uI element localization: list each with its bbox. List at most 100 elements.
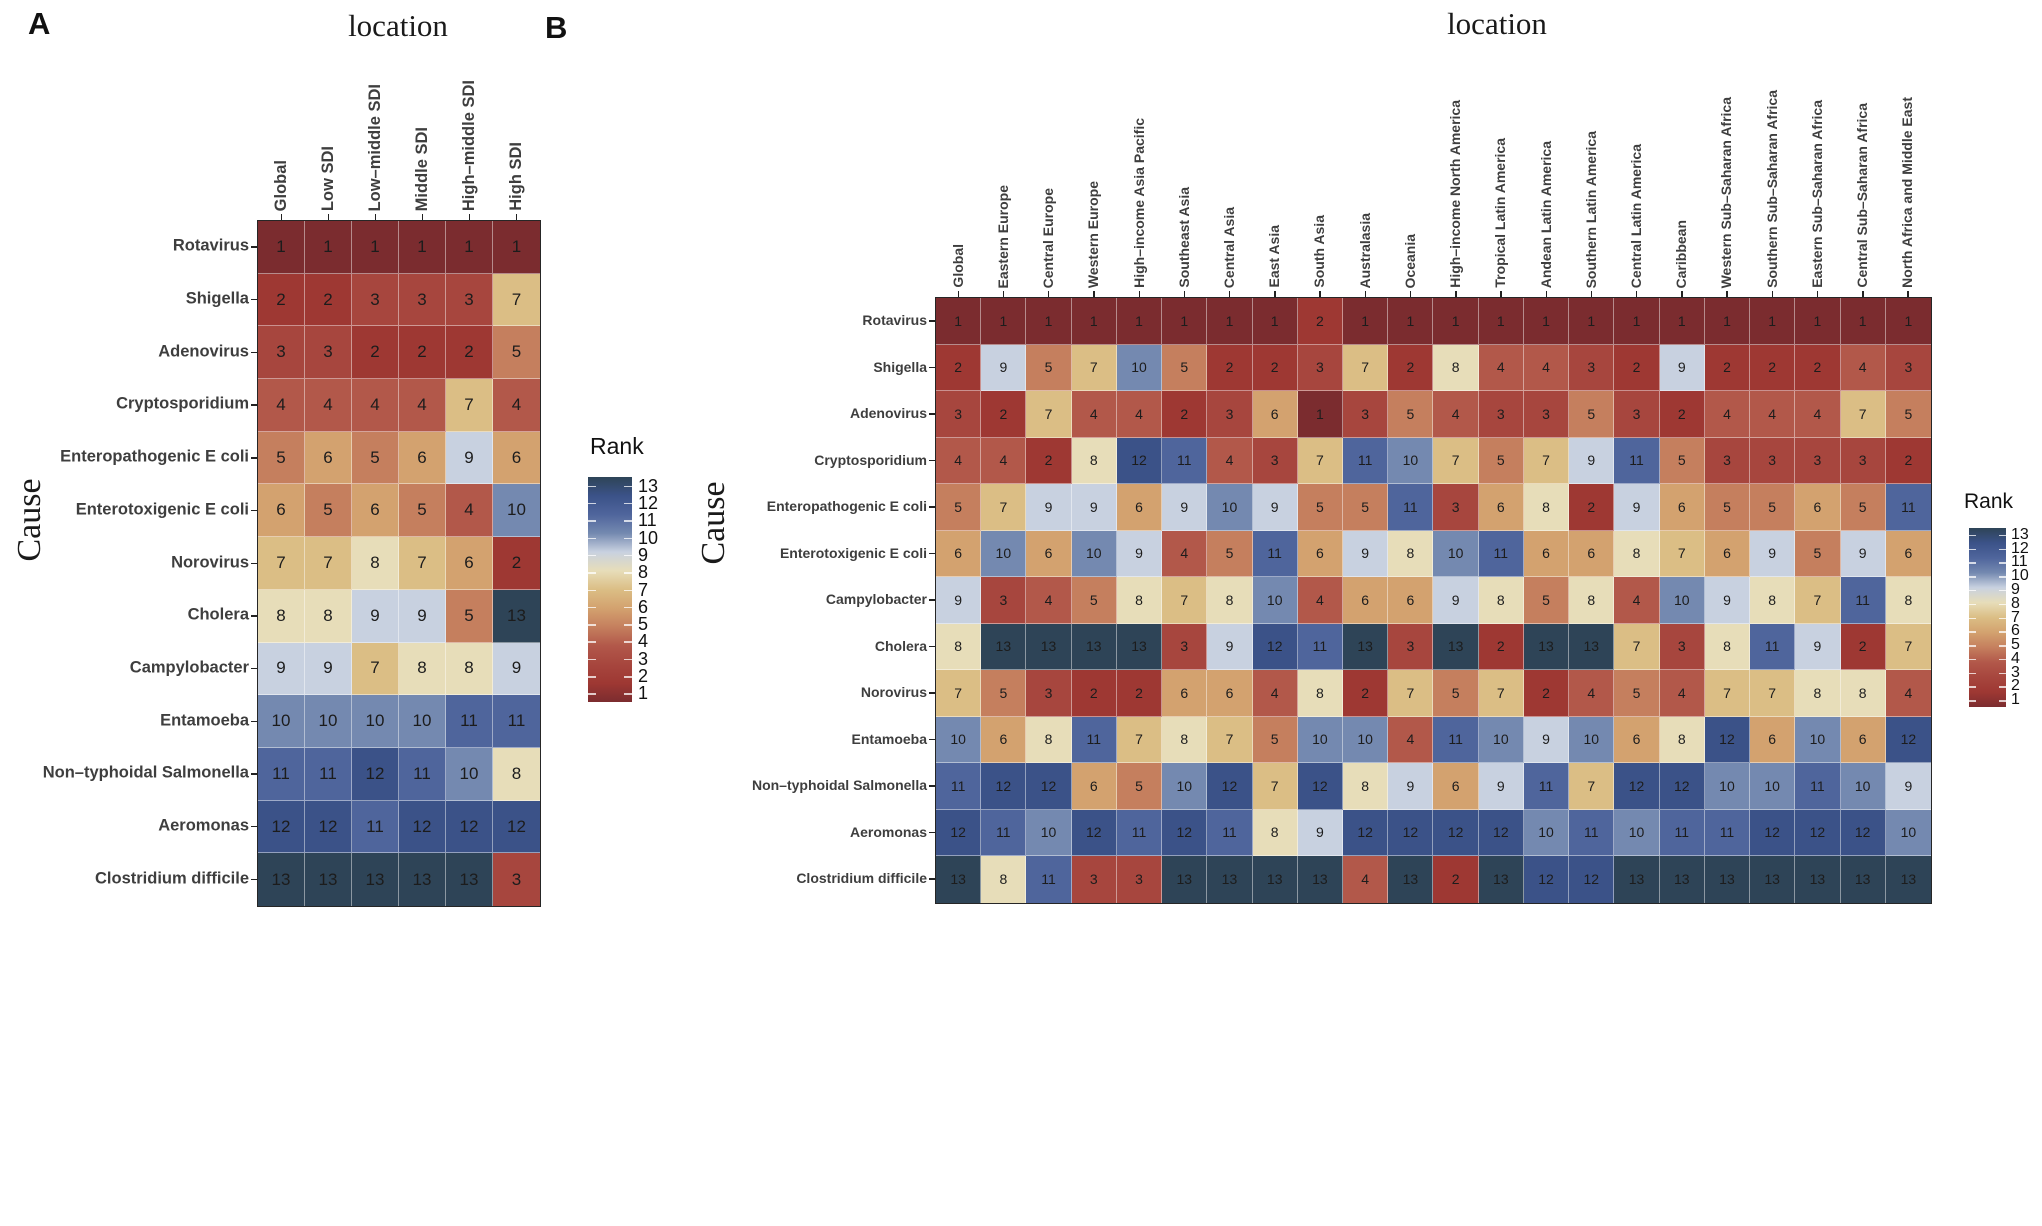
panel-b-heatmap-cell: 9 <box>1162 484 1208 531</box>
panel-b-heatmap-cell: 12 <box>1659 763 1705 810</box>
panel-b-heatmap-cell: 1 <box>1162 298 1208 345</box>
panel-b-heatmap-cell: 1 <box>1750 298 1796 345</box>
panel-a-heatmap-cell: 8 <box>305 589 352 643</box>
panel-a-row-label: Rotavirus <box>172 236 249 255</box>
panel-b-heatmap-cell: 12 <box>1297 763 1344 810</box>
panel-a-heatmap-cell: 4 <box>258 379 305 432</box>
panel-b-row-label: Entamoeba <box>851 730 927 747</box>
panel-b-legend-tick <box>1969 534 1976 537</box>
panel-a-legend-tick <box>588 624 596 626</box>
panel-b-heatmap-cell: 7 <box>1478 670 1524 717</box>
panel-b-heatmap-cell: 5 <box>1433 670 1479 717</box>
panel-b-column-label: South Asia <box>1311 215 1328 288</box>
panel-b-heatmap-cell: 13 <box>1297 856 1344 903</box>
panel-b-heatmap-cell: 8 <box>1885 577 1931 624</box>
panel-b-row-label: Shigella <box>873 358 927 375</box>
panel-a-legend-tick-label: 10 <box>638 527 659 548</box>
panel-b-heatmap-cell: 4 <box>936 437 982 484</box>
panel-b-heatmap-cell: 8 <box>1343 763 1389 810</box>
panel-b-x-tick <box>1681 291 1683 297</box>
panel-b-legend-tick <box>1969 589 1976 592</box>
panel-b-x-tick <box>1274 291 1276 297</box>
panel-b-heatmap-cell: 12 <box>1523 856 1570 903</box>
panel-b-column-label: Eastern Sub–Saharan Africa <box>1808 100 1825 288</box>
panel-b-heatmap-cell: 9 <box>1704 577 1751 624</box>
panel-b-heatmap-cell: 8 <box>1116 577 1163 624</box>
panel-b-heatmap-cell: 1 <box>1478 298 1524 345</box>
panel-b-heatmap-cell: 7 <box>1026 391 1072 438</box>
panel-b-y-tick <box>929 692 935 694</box>
panel-b-legend-tick-label: 5 <box>2011 636 2020 654</box>
panel-a-heatmap-cell: 1 <box>258 221 305 274</box>
panel-b-y-tick <box>929 645 935 648</box>
panel-b-heatmap-cell: 5 <box>1116 763 1163 810</box>
panel-b-heatmap-cell: 2 <box>1885 437 1931 484</box>
panel-b-heatmap-cell: 9 <box>1569 437 1615 484</box>
panel-b-x-tick <box>1816 291 1819 297</box>
panel-b-heatmap-cell: 8 <box>1795 670 1841 717</box>
panel-b-heatmap-cell: 6 <box>1750 716 1796 763</box>
panel-a-heatmap-cell: 4 <box>399 379 446 432</box>
panel-b-heatmap-cell: 1 <box>1795 298 1841 345</box>
panel-a-heatmap-cell: 12 <box>446 800 493 854</box>
panel-b-heatmap-cell: 11 <box>1207 809 1253 856</box>
panel-b-heatmap-cell: 3 <box>1343 391 1389 438</box>
panel-b-heatmap-cell: 6 <box>1840 716 1886 763</box>
panel-b-heatmap-cell: 2 <box>1433 856 1479 903</box>
panel-b-heatmap-cell: 3 <box>1885 344 1931 391</box>
panel-b-heatmap-cell: 10 <box>1885 809 1931 856</box>
panel-a-legend-tick <box>588 502 596 505</box>
panel-b-heatmap-cell: 9 <box>1252 484 1298 531</box>
panel-b-heatmap-cell: 11 <box>1116 809 1163 856</box>
panel-b-heatmap-cell: 10 <box>1523 809 1570 856</box>
panel-b-heatmap-cell: 7 <box>1071 344 1117 391</box>
panel-b-heatmap-cell: 4 <box>1840 344 1886 391</box>
panel-b-heatmap-cell: 13 <box>1071 623 1117 670</box>
panel-b-heatmap-cell: 1 <box>1704 298 1751 345</box>
panel-a-legend-tick <box>588 589 596 591</box>
panel-b-y-tick <box>929 785 935 787</box>
panel-b-legend-tick-label: 4 <box>2011 649 2020 667</box>
panel-b-heatmap-cell: 8 <box>1523 484 1570 531</box>
panel-b-heatmap-cell: 10 <box>1071 530 1117 577</box>
panel-b-heatmap-cell: 11 <box>1433 716 1479 763</box>
panel-b-heatmap-cell: 11 <box>1297 623 1344 670</box>
panel-b-heatmap-cell: 5 <box>1478 437 1524 484</box>
panel-b-heatmap-cell: 8 <box>1840 670 1886 717</box>
panel-b-legend-tick <box>1969 645 1976 647</box>
panel-b-heatmap-cell: 1 <box>1885 298 1931 345</box>
panel-b-heatmap-cell: 5 <box>1704 484 1751 531</box>
panel-b-heatmap-cell: 8 <box>1071 437 1117 484</box>
panel-a-heatmap-cell: 10 <box>446 747 493 801</box>
panel-b-x-tick <box>1093 291 1095 297</box>
panel-b-heatmap-cell: 12 <box>1885 716 1931 763</box>
panel-a-row-label: Aeromonas <box>158 816 249 835</box>
panel-a-heatmap-cell: 11 <box>446 695 493 748</box>
panel-b-heatmap-cell: 4 <box>1523 344 1570 391</box>
panel-a-legend-tick <box>588 658 596 661</box>
panel-b-legend-tick <box>1999 645 2006 647</box>
panel-b-y-tick <box>929 878 935 880</box>
panel-b-heatmap-cell: 2 <box>1388 344 1434 391</box>
panel-b-heatmap-cell: 13 <box>1116 623 1163 670</box>
panel-b-y-tick <box>929 599 935 601</box>
panel-b-x-tick <box>1319 291 1321 297</box>
panel-b-heatmap-cell: 7 <box>1116 716 1163 763</box>
panel-a-x-axis-title: location <box>348 8 448 43</box>
panel-b-heatmap-cell: 11 <box>1795 763 1841 810</box>
panel-b-heatmap-cell: 5 <box>936 484 982 531</box>
panel-a-heatmap-cell: 5 <box>493 326 540 380</box>
panel-b-row-label: Adenovirus <box>849 405 927 422</box>
panel-b-heatmap-cell: 2 <box>1795 344 1841 391</box>
panel-a-legend-tick-label: 1 <box>638 683 649 704</box>
panel-b-heatmap-cell: 6 <box>1433 763 1479 810</box>
panel-b-heatmap-cell: 12 <box>1343 809 1389 856</box>
panel-a-legend-tick-label: 7 <box>638 579 649 600</box>
panel-b-x-tick <box>1771 291 1774 297</box>
panel-b-heatmap-cell: 11 <box>936 763 982 810</box>
panel-b-column-label: Global <box>949 244 966 288</box>
panel-b-column-label: High–income Asia Pacific <box>1130 118 1147 288</box>
panel-a-heatmap-cell: 5 <box>258 431 305 485</box>
panel-b-heatmap-cell: 9 <box>1343 530 1389 577</box>
